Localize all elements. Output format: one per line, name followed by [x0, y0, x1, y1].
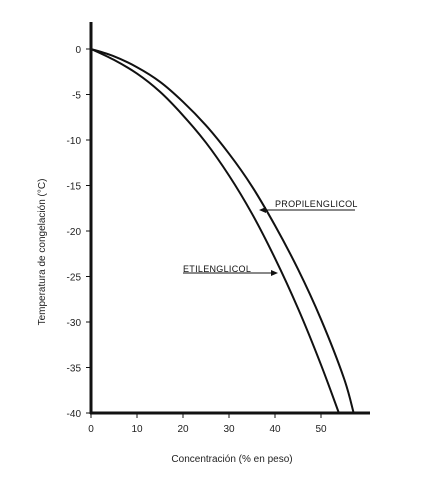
- propilenglicol-label: PROPILENGLICOL: [275, 199, 358, 209]
- x-tick-label: 20: [177, 424, 189, 435]
- x-tick-label: 40: [269, 424, 281, 435]
- series-annotations: PROPILENGLICOL ETILENGLICOL: [183, 199, 358, 276]
- y-tick-label: 0: [75, 45, 81, 56]
- x-axis-label: Concentración (% en peso): [171, 454, 292, 465]
- etilenglicol-curve: [90, 48, 340, 414]
- y-tick-label: -5: [72, 91, 81, 102]
- x-tick-label: 30: [223, 424, 235, 435]
- propilenglicol-arrow: [259, 207, 266, 213]
- x-tick-label: 50: [315, 424, 327, 435]
- etilenglicol-label: ETILENGLICOL: [183, 264, 251, 274]
- y-tick-label: -25: [67, 273, 82, 284]
- y-tick-label: -20: [67, 227, 82, 238]
- y-tick-label: -15: [67, 182, 82, 193]
- x-tick-label: 0: [88, 424, 94, 435]
- y-tick-label: -35: [67, 364, 82, 375]
- x-tick-label: 10: [131, 424, 143, 435]
- propilenglicol-curve: [90, 48, 355, 414]
- y-tick-label: -40: [67, 409, 82, 420]
- etilenglicol-arrow: [271, 270, 278, 276]
- series-curves: [90, 48, 355, 414]
- y-tick-label: -30: [67, 318, 82, 329]
- axis-ticks: 0 -5 -10 -15 -20 -25 -30 -35 -40 0 10 20 30 40 50: [67, 45, 327, 435]
- y-axis-label: Temperatura de congelación (°C): [37, 179, 48, 326]
- y-tick-label: -10: [67, 136, 82, 147]
